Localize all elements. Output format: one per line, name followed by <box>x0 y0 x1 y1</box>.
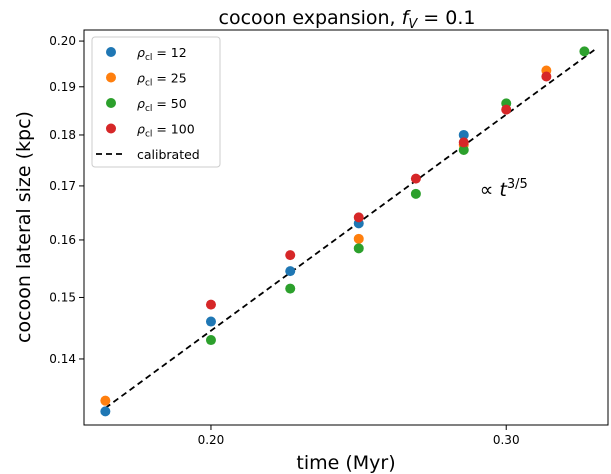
data-point-series-2 <box>353 243 364 254</box>
data-point-series-3 <box>205 299 216 310</box>
data-point-series-3 <box>410 173 421 184</box>
y-tick-label: 0.15 <box>49 290 76 304</box>
data-point-series-1 <box>100 395 111 406</box>
data-point-series-3 <box>541 71 552 82</box>
axes-frame <box>83 29 609 426</box>
data-point-series-1 <box>353 233 364 244</box>
calibrated-fit-line <box>104 47 598 409</box>
data-point-series-3 <box>501 104 512 115</box>
data-point-series-3 <box>458 137 469 148</box>
y-tick-label: 0.17 <box>49 179 76 193</box>
legend-label-calibrated: calibrated <box>137 147 200 162</box>
y-tick-label: 0.16 <box>49 233 76 247</box>
data-point-series-2 <box>579 46 590 57</box>
legend-label: ρcl = 50 <box>137 96 187 114</box>
data-point-series-0 <box>205 316 216 327</box>
data-point-series-0 <box>458 129 469 140</box>
legend-label: ρcl = 12 <box>137 45 187 63</box>
legend-marker <box>106 47 116 57</box>
legend-marker <box>106 98 116 108</box>
data-point-series-2 <box>410 188 421 199</box>
x-tick-label: 0.30 <box>493 433 520 447</box>
data-point-series-3 <box>353 212 364 223</box>
legend: ρcl = 12 ρcl = 25 ρcl = 50 ρcl = 100 calibra… <box>91 36 221 168</box>
data-point-series-2 <box>205 335 216 346</box>
y-tick-label: 0.19 <box>49 80 76 94</box>
data-point-series-2 <box>285 283 296 294</box>
y-tick-label: 0.20 <box>49 34 76 48</box>
data-point-series-2 <box>458 144 469 155</box>
y-tick-label: 0.18 <box>49 128 76 142</box>
x-axis-label: time (Myr) <box>296 452 395 474</box>
scaling-annotation: ∝ t3/5 <box>480 177 528 201</box>
ticks-layer: 0.20 0.30 0.14 0.15 0.16 0.17 0.18 0.19 0.20 <box>49 34 519 447</box>
legend-marker <box>106 123 116 134</box>
legend-label: ρcl = 25 <box>137 71 187 89</box>
chart-title: cocoon expansion, fV = 0.1 <box>219 7 476 32</box>
legend-frame <box>91 36 221 168</box>
plot-area <box>100 46 598 417</box>
data-point-series-0 <box>100 406 111 417</box>
y-tick-label: 0.14 <box>49 352 76 366</box>
legend-marker <box>106 72 116 83</box>
x-tick-label: 0.20 <box>198 433 225 447</box>
legend-label: ρcl = 100 <box>137 122 195 140</box>
data-point-series-0 <box>285 266 296 277</box>
y-axis-label: cocoon lateral size (kpc) <box>13 111 35 343</box>
data-point-series-3 <box>285 250 296 261</box>
